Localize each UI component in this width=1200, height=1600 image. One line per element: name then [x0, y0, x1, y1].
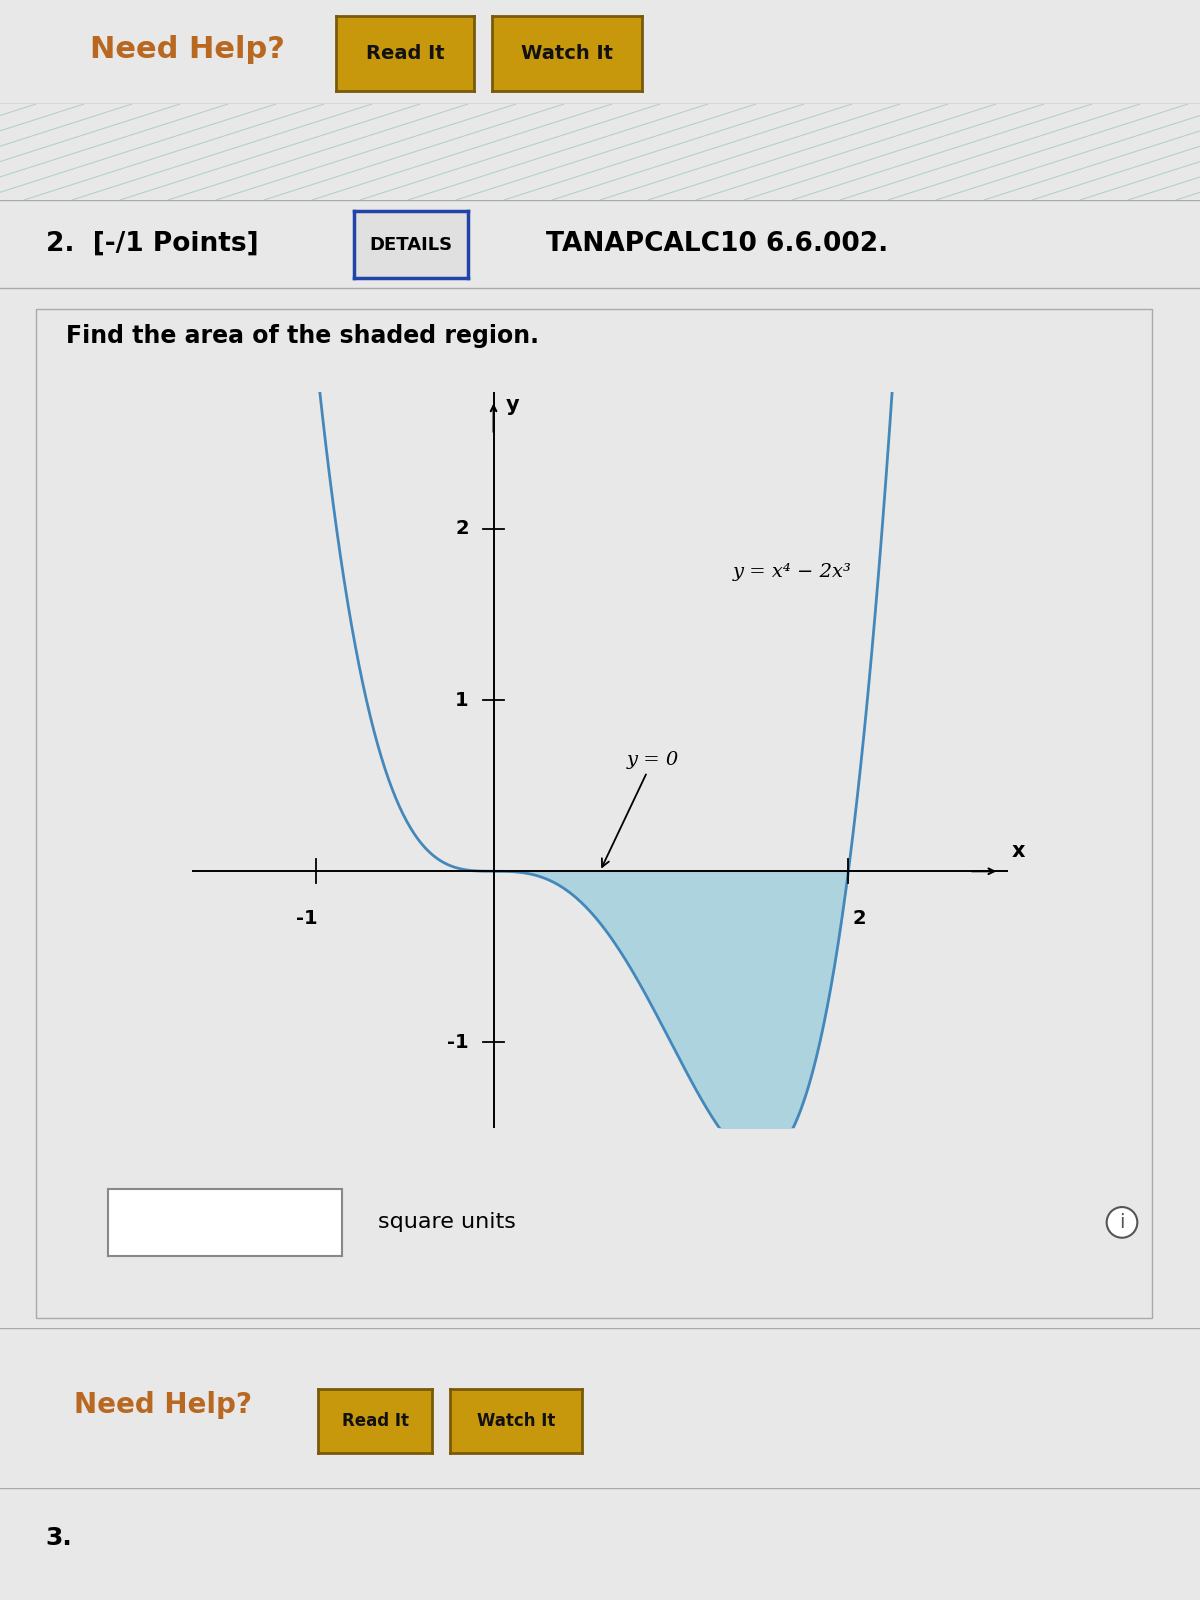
- Text: DETAILS: DETAILS: [370, 235, 452, 254]
- Text: -1: -1: [296, 909, 318, 928]
- Text: TANAPCALC10 6.6.002.: TANAPCALC10 6.6.002.: [546, 230, 888, 258]
- Text: Watch It: Watch It: [521, 45, 613, 62]
- Text: 2: 2: [455, 520, 469, 539]
- Text: -1: -1: [448, 1034, 469, 1051]
- Text: Need Help?: Need Help?: [90, 35, 284, 64]
- Text: 2.  [-/1 Points]: 2. [-/1 Points]: [46, 230, 258, 258]
- Text: x: x: [1012, 842, 1025, 861]
- Text: y = 0: y = 0: [602, 750, 679, 867]
- Text: Watch It: Watch It: [476, 1411, 556, 1430]
- Text: 3.: 3.: [46, 1526, 72, 1550]
- Text: 1: 1: [455, 691, 469, 709]
- Text: Find the area of the shaded region.: Find the area of the shaded region.: [66, 325, 539, 349]
- Text: y: y: [506, 395, 520, 416]
- Text: Read It: Read It: [342, 1411, 408, 1430]
- Text: 2: 2: [852, 909, 866, 928]
- Text: square units: square units: [378, 1213, 516, 1232]
- Text: y = x⁴ − 2x³: y = x⁴ − 2x³: [733, 563, 852, 581]
- Text: Read It: Read It: [366, 45, 444, 62]
- Text: i: i: [1120, 1213, 1124, 1232]
- Text: Need Help?: Need Help?: [74, 1390, 252, 1419]
